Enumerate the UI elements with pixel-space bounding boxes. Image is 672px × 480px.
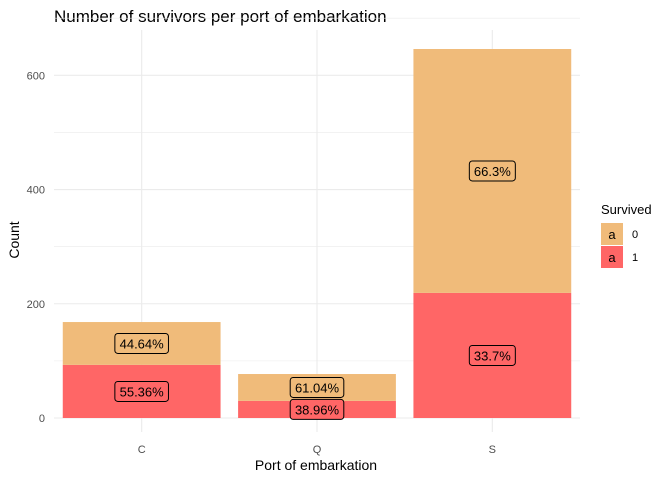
legend-title: Survived xyxy=(601,202,652,217)
legend-swatch xyxy=(601,246,623,268)
x-tick-label: S xyxy=(489,444,496,456)
data-label-text: 66.3% xyxy=(474,164,511,179)
data-label-box xyxy=(289,398,345,420)
y-tick-label: 200 xyxy=(27,299,45,311)
data-label-text: 38.96% xyxy=(295,402,340,417)
x-tick-label: C xyxy=(138,444,146,456)
legend-label: 1 xyxy=(632,252,638,264)
data-labels: 55.36% 44.64% 38.96% 61.04% 33.7% 66.3% xyxy=(114,160,516,420)
data-label-text: 33.7% xyxy=(474,348,511,363)
data-label: 33.7% xyxy=(468,344,516,366)
legend: Survived a 0a 1 xyxy=(601,202,652,268)
data-label-text: 61.04% xyxy=(295,380,340,395)
legend-swatch xyxy=(601,223,623,245)
chart-title: Number of survivors per port of embarkat… xyxy=(54,7,387,26)
data-label-box xyxy=(114,332,169,354)
data-label-box xyxy=(289,376,345,398)
legend-label: 0 xyxy=(632,229,638,241)
data-label-text: 55.36% xyxy=(120,384,165,399)
x-tick-label: Q xyxy=(313,444,322,456)
legend-key-glyph: a xyxy=(608,250,616,265)
data-label: 44.64% xyxy=(114,332,169,354)
y-tick-label: 400 xyxy=(27,185,45,197)
y-tick-label: 600 xyxy=(27,70,45,82)
y-axis-ticks: 0 200 400 600 xyxy=(27,70,45,425)
legend-key-glyph: a xyxy=(608,227,616,242)
data-label: 55.36% xyxy=(114,380,169,402)
data-label-text: 44.64% xyxy=(120,336,165,351)
data-label: 66.3% xyxy=(468,160,516,182)
y-axis-title: Count xyxy=(6,221,22,258)
y-tick-label: 0 xyxy=(39,413,45,425)
data-label: 61.04% xyxy=(289,376,345,398)
data-label-box xyxy=(468,344,516,366)
data-label: 38.96% xyxy=(289,398,345,420)
data-label-box xyxy=(468,160,516,182)
x-axis-title: Port of embarkation xyxy=(255,457,377,473)
data-label-box xyxy=(114,380,169,402)
